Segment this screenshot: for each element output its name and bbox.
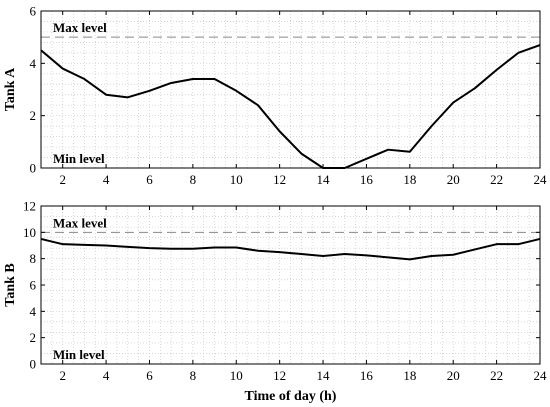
x-tick-label: 22 — [490, 172, 503, 187]
y-tick-label: 2 — [30, 330, 37, 345]
plot-frame — [40, 10, 541, 169]
x-tick-label: 2 — [59, 172, 66, 187]
y-tick-label: 12 — [23, 199, 36, 214]
grid — [41, 11, 540, 168]
y-axis-label: Tank B — [3, 263, 18, 306]
y-tick-label: 8 — [30, 251, 37, 266]
x-tick-label: 20 — [447, 368, 460, 383]
reference-label-min: Min level — [53, 151, 105, 166]
x-tick-label: 24 — [534, 172, 548, 187]
x-tick-label: 18 — [403, 368, 416, 383]
x-tick-label: 4 — [103, 368, 110, 383]
reference-label-min: Min level — [53, 347, 105, 362]
x-tick-label: 12 — [273, 172, 286, 187]
y-tick-label: 0 — [30, 161, 37, 176]
x-tick-label: 8 — [190, 172, 197, 187]
x-tick-label: 10 — [230, 172, 243, 187]
x-tick-label: 8 — [190, 368, 197, 383]
y-tick-label: 6 — [30, 278, 37, 293]
x-tick-label: 16 — [360, 172, 374, 187]
series-line — [40, 44, 541, 169]
y-tick-label: 6 — [30, 4, 37, 19]
x-tick-label: 22 — [490, 368, 503, 383]
x-axis-label: Time of day (h) — [245, 389, 337, 404]
y-tick-label: 2 — [30, 108, 37, 123]
x-tick-label: 10 — [230, 368, 243, 383]
x-tick-label: 16 — [360, 368, 374, 383]
x-tick-label: 20 — [447, 172, 460, 187]
x-tick-label: 4 — [103, 172, 110, 187]
x-tick-label: 6 — [146, 368, 153, 383]
y-tick-label: 10 — [23, 225, 36, 240]
y-axis-label: Tank A — [3, 67, 18, 111]
x-tick-label: 14 — [317, 172, 331, 187]
series-line — [40, 237, 541, 261]
x-tick-label: 14 — [317, 368, 331, 383]
x-tick-label: 24 — [534, 368, 548, 383]
y-tick-label: 4 — [30, 304, 37, 319]
x-tick-label: 2 — [59, 368, 66, 383]
x-tick-label: 18 — [403, 172, 416, 187]
x-tick-label: 12 — [273, 368, 286, 383]
y-tick-label: 4 — [30, 56, 37, 71]
reference-label-max: Max level — [53, 20, 107, 35]
x-tick-label: 6 — [146, 172, 153, 187]
reference-label-max: Max level — [53, 215, 107, 230]
grid — [41, 206, 540, 364]
y-tick-label: 0 — [30, 357, 37, 372]
